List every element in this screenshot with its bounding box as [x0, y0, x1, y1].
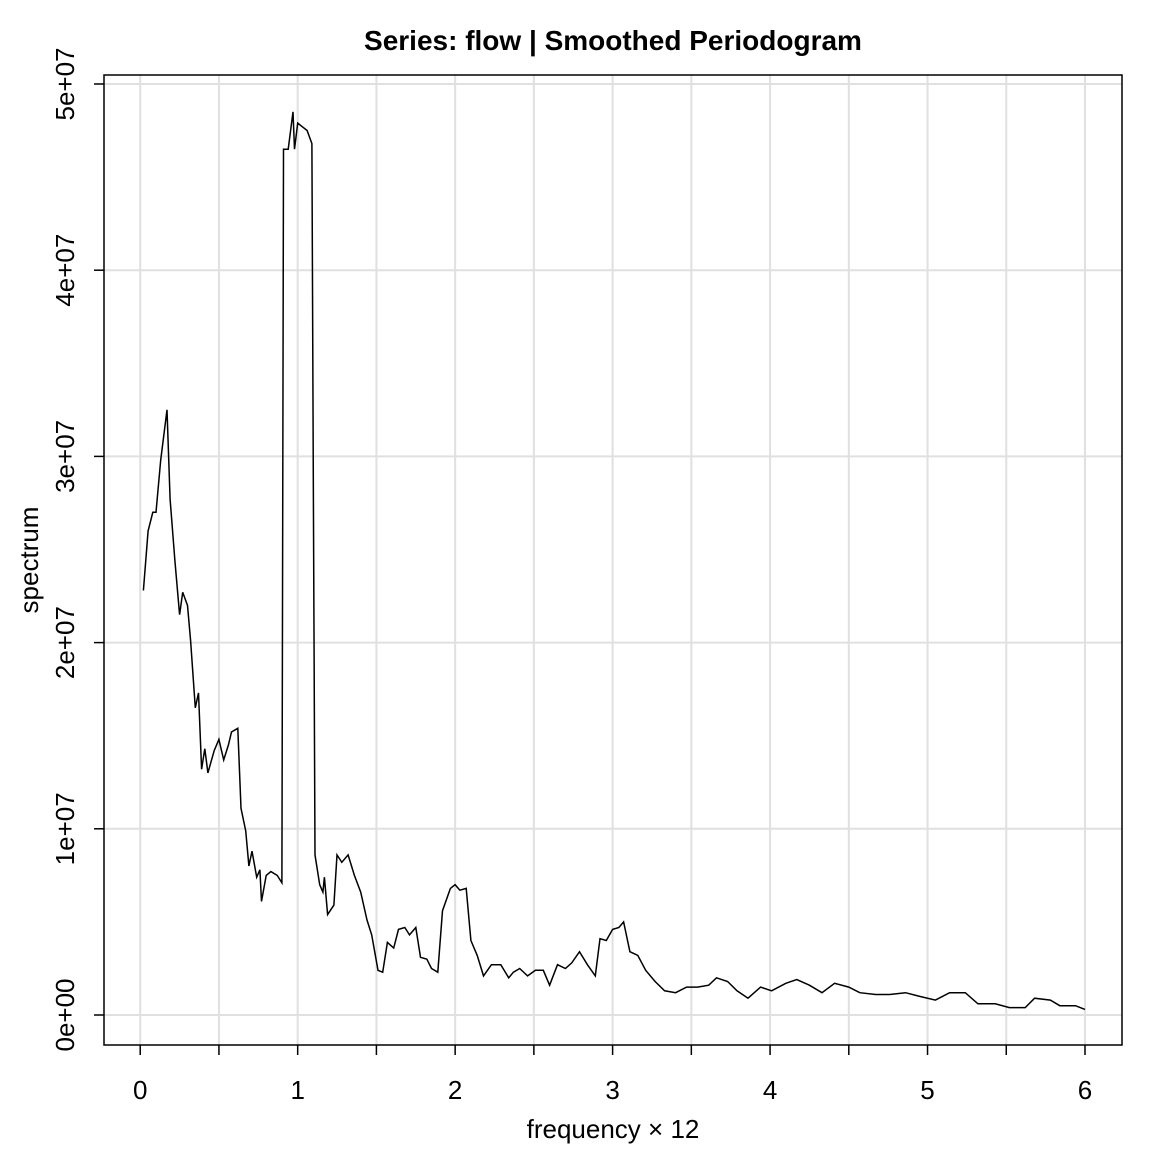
x-tick-label: 6 [1078, 1075, 1092, 1105]
x-tick-label: 0 [133, 1075, 147, 1105]
spectrum-line [142, 111, 1086, 1011]
x-tick-label: 4 [763, 1075, 777, 1105]
y-tick-label: 4e+07 [50, 234, 80, 307]
x-tick-label: 1 [290, 1075, 304, 1105]
chart-title: Series: flow | Smoothed Periodogram [364, 25, 862, 56]
x-axis-label: frequency × 12 [527, 1114, 700, 1144]
y-tick-label: 5e+07 [50, 47, 80, 120]
y-tick-label: 0e+00 [50, 978, 80, 1051]
y-axis-label: spectrum [14, 507, 44, 614]
x-tick-label: 3 [605, 1075, 619, 1105]
x-tick-label: 2 [448, 1075, 462, 1105]
x-tick-label: 5 [920, 1075, 934, 1105]
y-tick-label: 2e+07 [50, 606, 80, 679]
y-tick-label: 3e+07 [50, 420, 80, 493]
y-tick-label: 1e+07 [50, 792, 80, 865]
plot-frame [103, 74, 1123, 1046]
